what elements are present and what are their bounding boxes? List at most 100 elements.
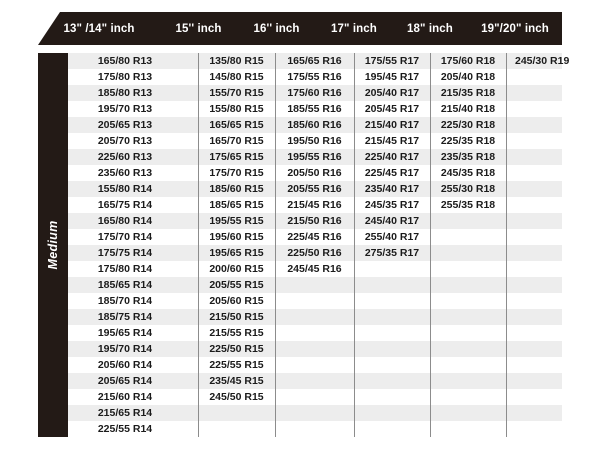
tire-size-cell: 200/60 R15 <box>209 263 264 275</box>
tire-size-cell: 245/40 R17 <box>364 215 420 227</box>
empty-cell <box>506 197 562 213</box>
tire-size-cell: 225/55 R15 <box>209 359 264 371</box>
column-header-16-inch: 16'' inch <box>253 22 300 35</box>
empty-cell <box>506 357 562 373</box>
empty-cell <box>275 405 354 421</box>
tire-size-cell: 245/45 R16 <box>287 263 342 275</box>
tire-size-cell: 165/65 R15 <box>209 119 264 131</box>
empty-cell <box>430 405 506 421</box>
empty-cell <box>354 261 430 277</box>
data-column-4: 175/60 R18 205/40 R18 215/35 R18 215/40 R18… <box>430 53 506 437</box>
table-row <box>38 85 562 101</box>
tire-size-cell: 225/50 R16 <box>287 247 342 259</box>
empty-cell <box>354 309 430 325</box>
tire-size-cell: 195/70 R14 <box>97 343 153 355</box>
tire-size-cell: 195/65 R14 <box>97 327 153 339</box>
empty-cell <box>506 389 562 405</box>
empty-cell <box>506 133 562 149</box>
tire-size-cell: 245/30 R19 <box>515 55 570 67</box>
tire-size-cell: 225/45 R16 <box>287 231 342 243</box>
tire-size-cell: 245/35 R18 <box>440 167 496 179</box>
column-separator-5 <box>506 53 507 437</box>
tire-size-cell: 225/30 R18 <box>440 119 496 131</box>
empty-cell <box>354 341 430 357</box>
empty-cell <box>430 389 506 405</box>
empty-cell <box>430 261 506 277</box>
table-row <box>38 405 562 421</box>
empty-cell <box>430 213 506 229</box>
tire-size-cell: 165/65 R16 <box>287 55 342 67</box>
empty-cell <box>506 341 562 357</box>
table-row <box>38 53 562 69</box>
tire-size-cell: 215/45 R16 <box>287 199 342 211</box>
empty-cell <box>506 117 562 133</box>
table-row <box>38 325 562 341</box>
tire-size-cell: 215/65 R14 <box>97 407 153 419</box>
tire-size-cell: 175/70 R15 <box>209 167 264 179</box>
tire-size-cell: 165/70 R15 <box>209 135 264 147</box>
tire-size-cell: 145/80 R15 <box>209 71 264 83</box>
column-header-18-inch: 18" inch <box>407 22 453 35</box>
tire-size-cell: 165/80 R13 <box>97 55 153 67</box>
column-separator-1 <box>198 53 199 437</box>
tire-size-cell: 215/35 R18 <box>440 87 496 99</box>
empty-cell <box>430 357 506 373</box>
tire-size-cell: 215/50 R16 <box>287 215 342 227</box>
tire-size-cell: 185/80 R13 <box>97 87 153 99</box>
empty-cell <box>430 325 506 341</box>
tire-size-cell: 255/30 R18 <box>440 183 496 195</box>
empty-cell <box>275 373 354 389</box>
tire-size-cell: 205/60 R14 <box>97 359 153 371</box>
tire-size-cell: 195/50 R16 <box>287 135 342 147</box>
table-row <box>38 309 562 325</box>
tire-size-cell: 155/80 R14 <box>97 183 153 195</box>
empty-cell <box>506 421 562 437</box>
column-header-15-inch: 15'' inch <box>175 22 222 35</box>
data-column-0: 165/80 R13 175/80 R13 185/80 R13 195/70 R13… <box>68 53 198 437</box>
table-row <box>38 181 562 197</box>
tire-size-cell: 155/70 R15 <box>209 87 264 99</box>
data-column-3: 175/55 R17 195/45 R17 205/40 R17 205/45 R17… <box>354 53 430 437</box>
table-row <box>38 117 562 133</box>
tire-size-cell: 205/55 R15 <box>209 279 264 291</box>
table-row <box>38 341 562 357</box>
empty-cell <box>506 85 562 101</box>
empty-cell <box>430 309 506 325</box>
column-separator-3 <box>354 53 355 437</box>
table-row <box>38 421 562 437</box>
tire-size-cell: 215/40 R18 <box>440 103 496 115</box>
empty-cell <box>275 293 354 309</box>
empty-cell <box>354 421 430 437</box>
data-column-5: 245/30 R19 <box>506 53 570 437</box>
tire-size-cell: 195/45 R17 <box>364 71 420 83</box>
empty-cell <box>506 69 562 85</box>
empty-cell <box>275 357 354 373</box>
tire-size-cell: 165/80 R14 <box>97 215 153 227</box>
tire-size-cell: 175/75 R14 <box>97 247 153 259</box>
table-row <box>38 373 562 389</box>
data-column-2: 165/65 R16 175/55 R16 175/60 R16 185/55 R16… <box>275 53 354 437</box>
column-separator-2 <box>275 53 276 437</box>
column-separator-4 <box>430 53 431 437</box>
empty-cell <box>275 325 354 341</box>
tire-size-cell: 185/60 R16 <box>287 119 342 131</box>
tire-size-cell: 205/70 R13 <box>97 135 153 147</box>
empty-cell <box>430 373 506 389</box>
tire-size-cell: 225/55 R14 <box>97 423 153 435</box>
empty-cell <box>354 277 430 293</box>
tire-size-cell: 275/35 R17 <box>364 247 420 259</box>
empty-cell <box>506 405 562 421</box>
tire-size-cell: 185/55 R16 <box>287 103 342 115</box>
table-row <box>38 245 562 261</box>
data-columns: 165/80 R13 175/80 R13 185/80 R13 195/70 R13… <box>68 53 570 437</box>
empty-cell <box>430 277 506 293</box>
empty-cell <box>430 229 506 245</box>
tire-size-cell: 185/60 R15 <box>209 183 264 195</box>
empty-cell <box>198 421 275 437</box>
tire-size-cell: 205/65 R14 <box>97 375 153 387</box>
tire-size-cell: 225/45 R17 <box>364 167 420 179</box>
empty-cell <box>275 421 354 437</box>
header-row: 13" /14" inch 15'' inch 16'' inch 17" in… <box>38 12 562 45</box>
empty-cell <box>506 213 562 229</box>
tire-size-cell: 235/45 R15 <box>209 375 264 387</box>
